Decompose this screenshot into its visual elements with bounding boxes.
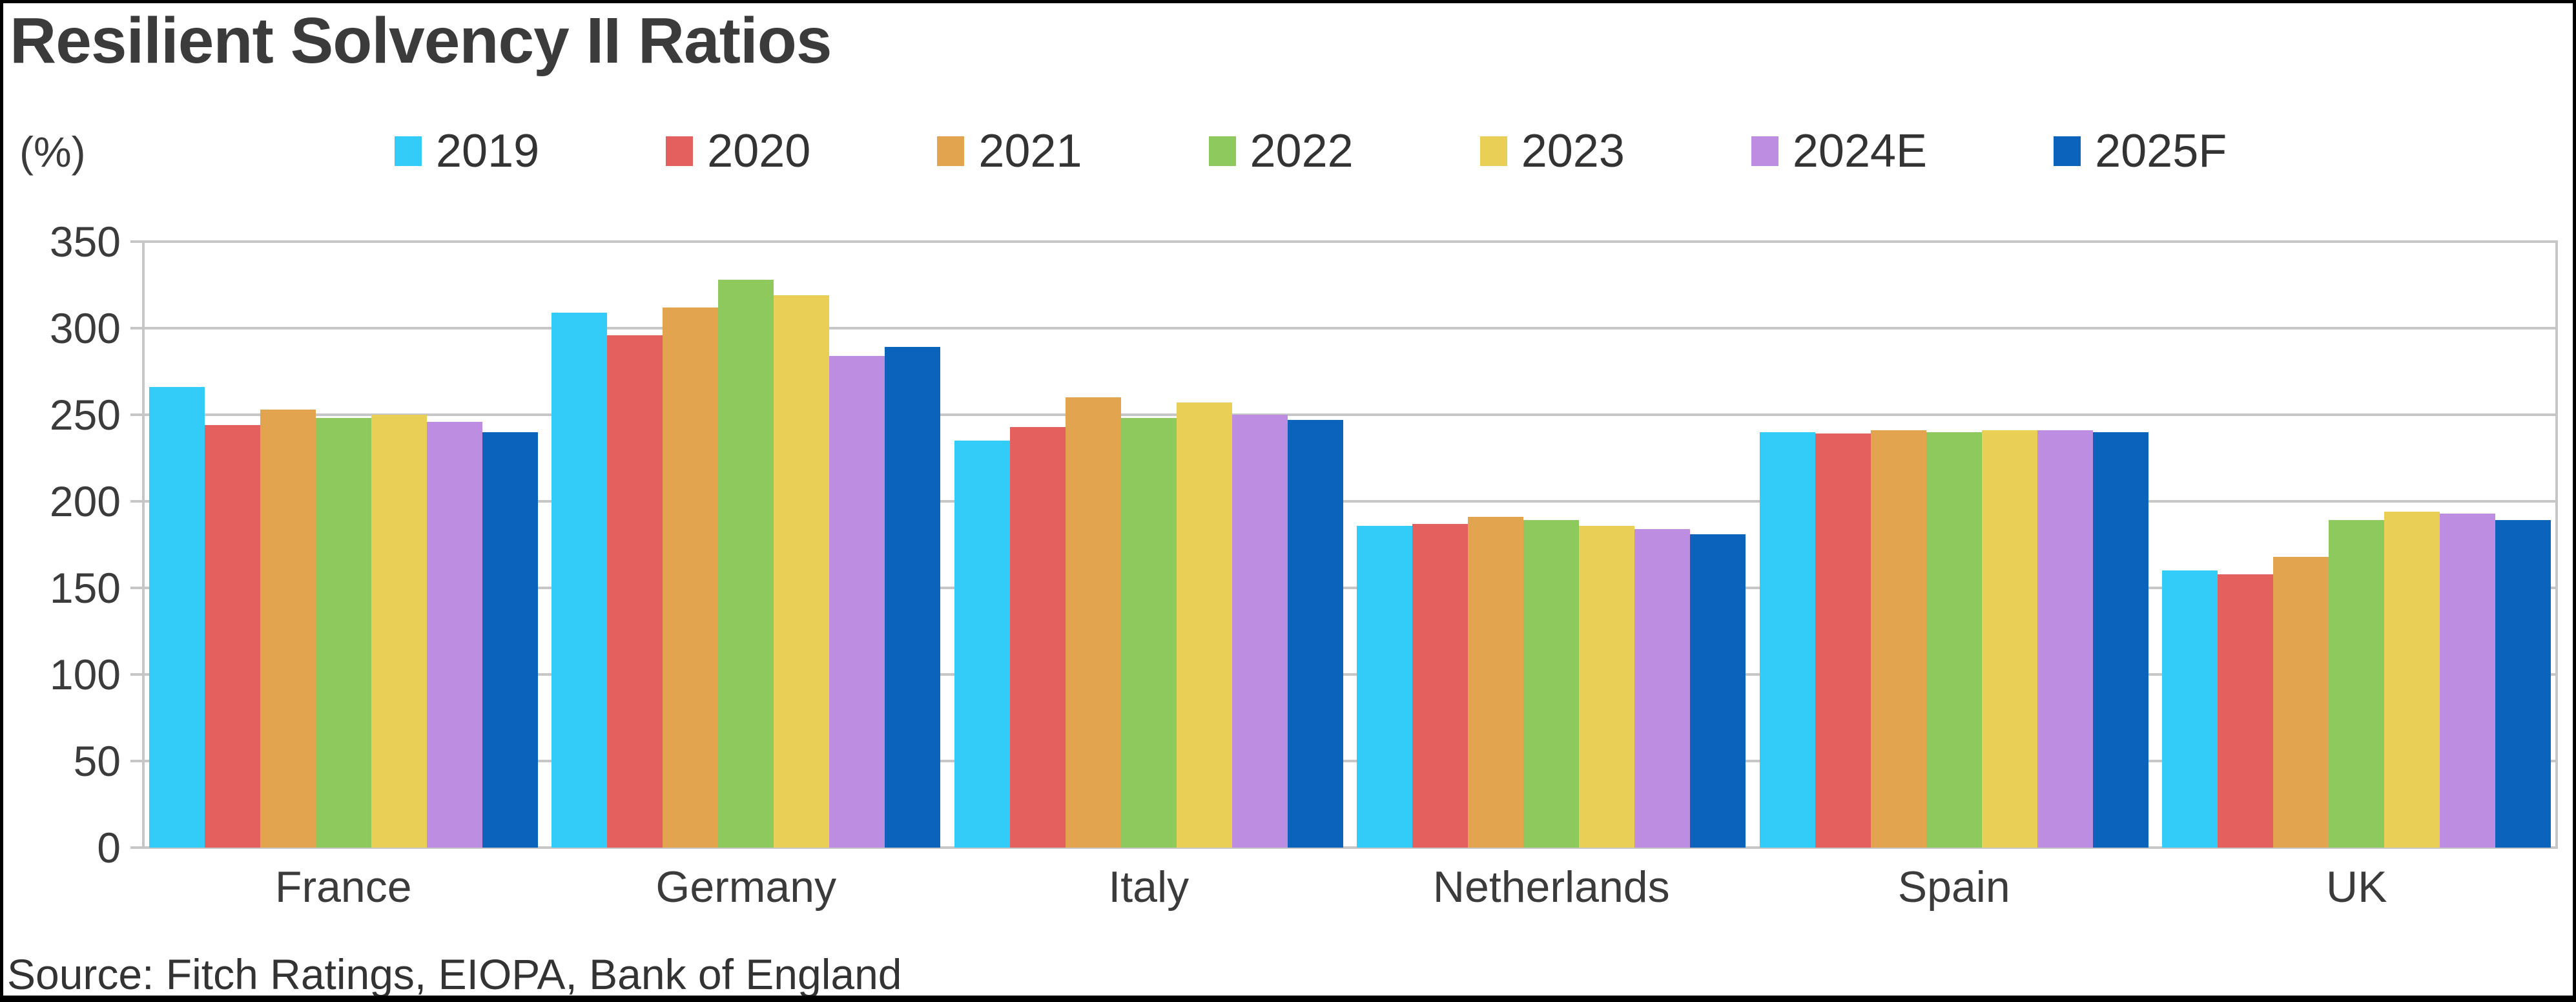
y-tick-label-350: 350 bbox=[49, 218, 121, 266]
bar-netherlands-2021 bbox=[1468, 517, 1524, 848]
bar-uk-2020 bbox=[2218, 574, 2274, 848]
gridline-50 bbox=[130, 760, 2558, 762]
legend-swatch-2019 bbox=[395, 136, 422, 166]
gridline-250 bbox=[130, 413, 2558, 416]
bar-spain-2019 bbox=[1759, 432, 1815, 848]
y-tick-label-200: 200 bbox=[49, 477, 121, 525]
bar-france-2024e bbox=[426, 421, 482, 848]
bar-france-2021 bbox=[260, 409, 316, 848]
bar-italy-2021 bbox=[1065, 397, 1121, 848]
x-axis-label-netherlands: Netherlands bbox=[1432, 862, 1670, 912]
bar-netherlands-2025f bbox=[1690, 534, 1746, 848]
bar-germany-2021 bbox=[663, 307, 719, 848]
legend-item-2022: 2022 bbox=[1208, 125, 1354, 177]
gridline-150 bbox=[130, 587, 2558, 589]
bar-france-2022 bbox=[315, 418, 371, 848]
legend-label: 2025F bbox=[2095, 125, 2227, 177]
gridline-0 bbox=[130, 846, 2558, 849]
bar-germany-2023 bbox=[774, 295, 830, 848]
legend-label: 2020 bbox=[707, 125, 811, 177]
y-tick-label-300: 300 bbox=[49, 304, 121, 352]
bar-italy-2022 bbox=[1120, 418, 1177, 848]
gridline-350 bbox=[130, 240, 2558, 243]
x-axis-label-italy: Italy bbox=[1108, 862, 1190, 912]
legend-item-2024e: 2024E bbox=[1751, 125, 1928, 177]
bar-italy-2023 bbox=[1176, 402, 1232, 848]
bar-uk-2022 bbox=[2329, 520, 2385, 848]
bar-netherlands-2024e bbox=[1634, 528, 1691, 848]
bar-germany-2020 bbox=[607, 335, 663, 848]
legend-item-2020: 2020 bbox=[666, 125, 811, 177]
legend-swatch-2020 bbox=[666, 136, 694, 166]
legend-item-2023: 2023 bbox=[1479, 125, 1625, 177]
gridline-300 bbox=[130, 327, 2558, 329]
y-tick-label-50: 50 bbox=[73, 737, 121, 785]
bar-spain-2024e bbox=[2037, 430, 2093, 848]
bar-uk-2019 bbox=[2162, 570, 2218, 848]
bar-italy-2024e bbox=[1231, 415, 1288, 848]
legend-swatch-2025f bbox=[2054, 136, 2081, 166]
bar-uk-2025f bbox=[2495, 520, 2551, 848]
plot-right-border bbox=[2555, 242, 2558, 848]
x-axis-label-spain: Spain bbox=[1897, 862, 2010, 912]
bar-france-2025f bbox=[482, 432, 538, 848]
legend: 2019 2020 2021 2022 2023 2024E 2025F bbox=[395, 125, 2227, 177]
bar-germany-2024e bbox=[829, 355, 885, 848]
bar-netherlands-2019 bbox=[1357, 525, 1413, 848]
plot-area bbox=[130, 240, 2558, 849]
bar-uk-2024e bbox=[2440, 513, 2496, 848]
x-axis-label-germany: Germany bbox=[655, 862, 837, 912]
chart-title: Resilient Solvency II Ratios bbox=[10, 5, 832, 77]
bar-italy-2020 bbox=[1009, 426, 1066, 848]
bar-spain-2020 bbox=[1815, 433, 1871, 848]
legend-item-2019: 2019 bbox=[395, 125, 540, 177]
y-tick-label-0: 0 bbox=[97, 824, 121, 872]
bar-germany-2019 bbox=[551, 312, 608, 848]
legend-label: 2024E bbox=[1792, 125, 1928, 177]
y-tick-label-250: 250 bbox=[49, 391, 121, 439]
bar-france-2020 bbox=[204, 425, 260, 848]
legend-item-2021: 2021 bbox=[937, 125, 1082, 177]
source-note: Source: Fitch Ratings, EIOPA, Bank of En… bbox=[7, 950, 902, 998]
bar-uk-2023 bbox=[2384, 512, 2440, 848]
bar-france-2023 bbox=[371, 415, 427, 848]
bar-uk-2021 bbox=[2273, 556, 2329, 848]
y-tick-label-100: 100 bbox=[49, 651, 121, 698]
bar-netherlands-2020 bbox=[1412, 523, 1468, 848]
bar-spain-2023 bbox=[1981, 430, 2037, 848]
bar-netherlands-2023 bbox=[1579, 525, 1635, 848]
y-axis-line bbox=[142, 242, 145, 848]
x-axis-label-france: France bbox=[274, 862, 412, 912]
legend-swatch-2022 bbox=[1208, 136, 1236, 166]
bar-netherlands-2022 bbox=[1523, 520, 1580, 848]
gridline-100 bbox=[130, 673, 2558, 676]
legend-swatch-2023 bbox=[1479, 136, 1507, 166]
bar-italy-2025f bbox=[1287, 420, 1343, 848]
legend-swatch-2021 bbox=[937, 136, 965, 166]
legend-label: 2019 bbox=[436, 125, 540, 177]
bar-germany-2022 bbox=[718, 279, 774, 848]
legend-label: 2021 bbox=[978, 125, 1082, 177]
y-tick-label-150: 150 bbox=[49, 564, 121, 612]
bar-spain-2025f bbox=[2092, 432, 2148, 848]
bar-spain-2022 bbox=[1926, 432, 1982, 848]
x-axis-label-uk: UK bbox=[2326, 862, 2387, 912]
y-axis-unit-label: (%) bbox=[19, 128, 86, 176]
bar-france-2019 bbox=[149, 387, 205, 848]
legend-swatch-2024e bbox=[1751, 136, 1778, 166]
legend-label: 2022 bbox=[1250, 125, 1354, 177]
gridline-200 bbox=[130, 500, 2558, 503]
bar-italy-2019 bbox=[954, 441, 1010, 848]
legend-label: 2023 bbox=[1521, 125, 1625, 177]
bar-germany-2025f bbox=[885, 347, 941, 848]
legend-item-2025f: 2025F bbox=[2054, 125, 2227, 177]
bar-spain-2021 bbox=[1870, 430, 1926, 848]
